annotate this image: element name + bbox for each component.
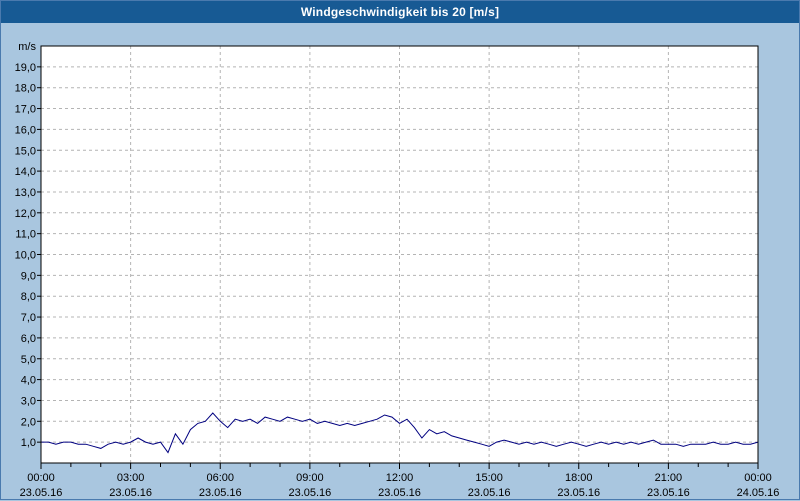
x-tick-date-label: 23.05.16 (647, 487, 690, 499)
x-tick-date-label: 24.05.16 (737, 487, 780, 499)
axis-ticks (37, 66, 759, 469)
y-tick-label: 8,0 (21, 291, 36, 303)
x-tick-time-label: 18:00 (565, 472, 593, 484)
x-tick-time-label: 06:00 (206, 472, 234, 484)
axis-labels: m/s 19,0 18,0 17,0 16,0 15,0 14,0 13,0 12,0 11,0 1… (15, 41, 780, 499)
y-tick-label: 4,0 (21, 375, 36, 387)
x-tick-time-label: 00:00 (27, 472, 55, 484)
y-tick-label: 16,0 (15, 124, 36, 136)
x-tick-time-label: 03:00 (117, 472, 145, 484)
y-tick-label: 11,0 (15, 229, 36, 241)
wind-speed-chart: m/s 19,0 18,0 17,0 16,0 15,0 14,0 13,0 12,0 11,0 1… (15, 41, 780, 499)
x-tick-date-label: 23.05.16 (20, 487, 63, 499)
x-tick-date-label: 23.05.16 (378, 487, 421, 499)
y-tick-label: 3,0 (21, 395, 36, 407)
y-tick-label: 9,0 (21, 270, 36, 282)
y-tick-label: 15,0 (15, 145, 36, 157)
y-tick-label: 6,0 (21, 333, 36, 345)
y-tick-label: 18,0 (15, 83, 36, 95)
y-axis-unit-label: m/s (18, 41, 36, 53)
x-tick-date-label: 23.05.16 (557, 487, 600, 499)
x-tick-time-label: 00:00 (744, 472, 772, 484)
y-tick-label: 12,0 (15, 208, 36, 220)
x-tick-date-label: 23.05.16 (288, 487, 331, 499)
x-tick-time-label: 09:00 (296, 472, 324, 484)
y-tick-label: 13,0 (15, 187, 36, 199)
chart-title: Windgeschwindigkeit bis 20 [m/s] (300, 5, 500, 19)
plot-background (41, 46, 758, 463)
title-bar: Windgeschwindigkeit bis 20 [m/s] (1, 1, 799, 23)
y-tick-label: 17,0 (15, 104, 36, 116)
y-tick-label: 10,0 (15, 250, 36, 262)
y-tick-label: 14,0 (15, 166, 36, 178)
y-tick-label: 5,0 (21, 354, 36, 366)
x-tick-date-label: 23.05.16 (199, 487, 242, 499)
y-tick-label: 2,0 (21, 416, 36, 428)
x-tick-date-label: 23.05.16 (468, 487, 511, 499)
x-tick-time-label: 12:00 (386, 472, 414, 484)
y-tick-label: 7,0 (21, 312, 36, 324)
x-tick-time-label: 15:00 (475, 472, 503, 484)
x-tick-time-label: 21:00 (655, 472, 683, 484)
y-tick-label: 1,0 (21, 437, 36, 449)
y-tick-label: 19,0 (15, 62, 36, 74)
x-tick-date-label: 23.05.16 (109, 487, 152, 499)
wind-speed-line (41, 412, 759, 454)
